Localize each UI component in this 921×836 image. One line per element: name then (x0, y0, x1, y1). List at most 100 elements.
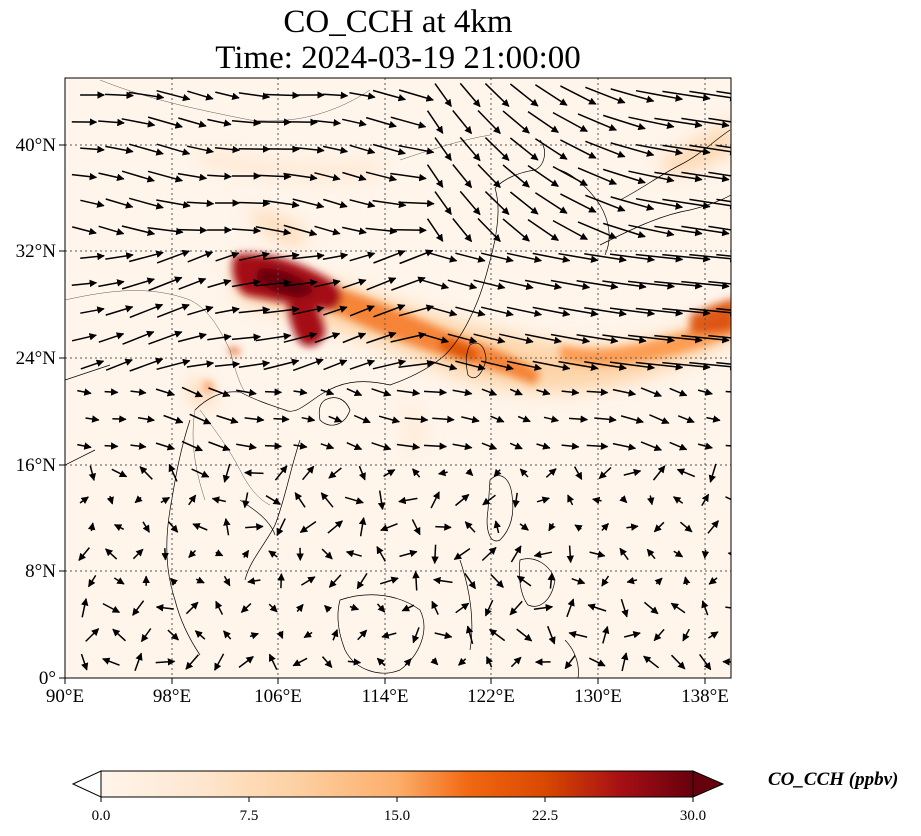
wind-vector-arrow (689, 198, 731, 210)
wind-vector-arrow (516, 628, 533, 642)
wind-vector-arrow (222, 463, 231, 483)
wind-vector-arrow (594, 415, 617, 424)
wind-vector-arrow (236, 442, 257, 451)
wind-vector-arrow (534, 192, 568, 214)
wind-vector-arrow (411, 519, 421, 536)
wind-vector-arrow (214, 549, 224, 557)
wind-vector-arrow (653, 521, 665, 533)
lat-tick-label: 16°N (16, 455, 57, 476)
wind-vector-arrow (365, 116, 397, 129)
wind-vector-arrow (245, 523, 264, 531)
wind-vector-arrow (177, 172, 208, 181)
wind-vector-arrow (481, 388, 498, 396)
wind-vector-arrow (186, 199, 215, 208)
wind-vector-arrow (473, 333, 506, 344)
wind-vector-arrow (681, 225, 730, 237)
wind-vector-arrow (349, 91, 376, 100)
wind-vector-arrow (577, 113, 617, 131)
wind-vector-arrow (708, 334, 731, 339)
wind-vector-arrow (510, 545, 522, 563)
wind-vector-arrow (265, 495, 281, 505)
wind-vector-arrow (653, 628, 665, 642)
wind-vector-arrow (156, 143, 191, 156)
lon-tick-label: 98°E (153, 686, 191, 707)
wind-vector-arrow (155, 388, 176, 397)
wind-vector-arrow (293, 442, 308, 450)
wind-vector-arrow (635, 197, 684, 210)
wind-vector-arrow (231, 278, 261, 288)
wind-vector-arrow (349, 144, 376, 155)
wind-vector-arrow (168, 521, 179, 533)
wind-vector-arrow (223, 517, 231, 536)
wind-vector-arrow (349, 199, 376, 209)
wind-vector-arrow (620, 415, 644, 424)
wind-vector-arrow (602, 222, 646, 239)
wind-vector-arrow (188, 494, 197, 506)
wind-vector-arrow (242, 492, 250, 509)
wind-vector-arrow (602, 114, 646, 131)
wind-vector-arrow (609, 361, 656, 371)
wind-vector-arrow (377, 490, 386, 511)
wind-vector-arrow (624, 631, 641, 639)
wind-vector-arrow (481, 360, 514, 371)
wind-vector-arrow (635, 361, 684, 371)
wind-vector-arrow (268, 550, 278, 558)
wind-vector-arrow (584, 361, 627, 371)
wind-vector-arrow (499, 333, 534, 344)
wind-vector-arrow (430, 491, 440, 509)
wind-vector-arrow (283, 331, 318, 343)
wind-vector-arrow (139, 466, 153, 480)
wind-vector-arrow (72, 226, 97, 236)
wind-vector-arrow (263, 251, 300, 260)
wind-vector-arrow (543, 415, 560, 423)
wind-vector-arrow (244, 415, 265, 424)
wind-vector-arrow (328, 574, 342, 588)
wind-vector-arrow (71, 333, 97, 342)
wind-vector-arrow (129, 303, 164, 319)
wind-vector-arrow (391, 276, 426, 291)
wind-vector-arrow (465, 468, 474, 477)
wind-vector-arrow (592, 496, 602, 505)
wind-vector-arrow (216, 414, 239, 424)
wind-vector-arrow (87, 574, 97, 588)
wind-vector-arrow (353, 414, 371, 424)
wind-vector-arrow (155, 658, 176, 666)
wind-vector-arrow (105, 358, 133, 371)
wind-vector-arrow (533, 550, 553, 559)
wind-vector-arrow (186, 145, 214, 155)
wind-vector-arrow (524, 333, 562, 344)
wind-vector-arrow (647, 495, 655, 506)
wind-vector-arrow (342, 332, 367, 344)
wind-vector-arrow (662, 90, 711, 102)
wind-vector-arrow (147, 170, 184, 183)
wind-vector-arrow (301, 576, 316, 586)
wind-vector-arrow (79, 496, 89, 504)
wind-vector-arrow (566, 545, 575, 564)
wind-vector-arrow (640, 387, 662, 398)
wind-vector-arrow (376, 603, 386, 613)
lat-tick-label: 32°N (16, 241, 57, 262)
wind-vector-arrow (358, 517, 367, 537)
lat-tick-label: 0° (39, 668, 56, 689)
wind-vector-arrow (134, 652, 143, 671)
wind-vector-arrow (102, 657, 120, 666)
wind-vector-arrow (342, 278, 367, 289)
wind-vector-arrow (490, 415, 505, 423)
wind-vector-arrow (429, 252, 458, 263)
wind-vector-arrow (672, 496, 684, 504)
wind-vector-arrow (349, 359, 376, 370)
wind-vector-arrow (349, 305, 375, 317)
wind-vector-arrow (576, 333, 619, 344)
wind-vector-arrow (105, 91, 134, 100)
wind-vector-arrow (536, 442, 551, 450)
wind-vector-arrow (398, 144, 435, 155)
wind-vector-arrow (192, 523, 208, 531)
wind-vector-arrow (431, 544, 439, 565)
wind-vector-arrow (654, 171, 703, 183)
wind-vector-arrow (372, 199, 407, 209)
wind-vector-arrow (727, 551, 731, 559)
wind-vector-arrow (716, 144, 731, 149)
wind-vector-arrow (255, 226, 292, 236)
wind-vector-arrow (585, 194, 626, 212)
wind-vector-arrow (263, 358, 300, 371)
